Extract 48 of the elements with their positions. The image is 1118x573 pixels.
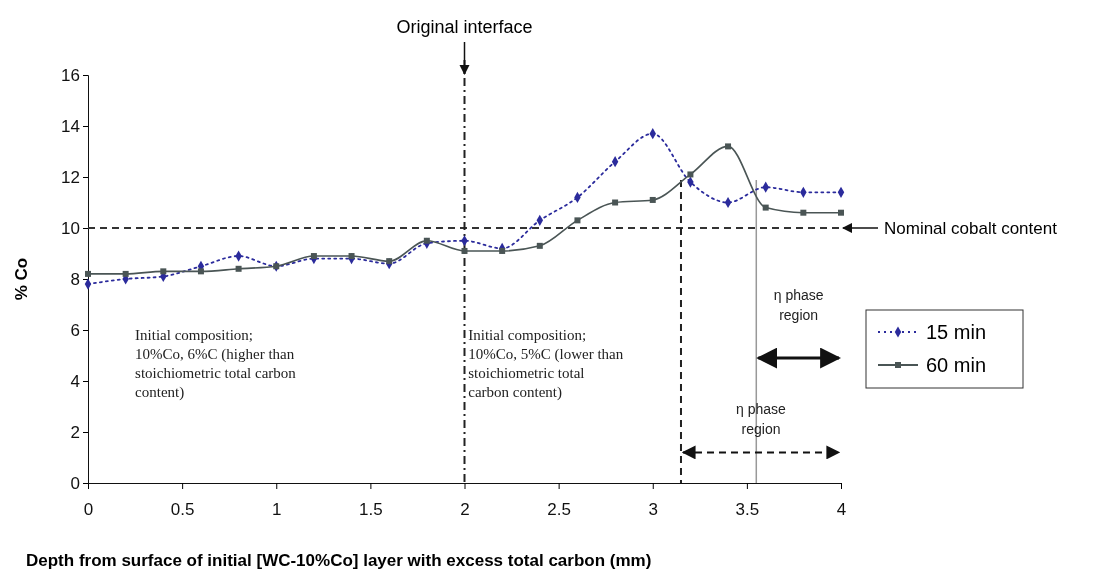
y-tick-label: 6 bbox=[70, 320, 80, 340]
point bbox=[499, 247, 506, 254]
point bbox=[85, 270, 91, 277]
point bbox=[310, 253, 317, 260]
point bbox=[461, 247, 468, 254]
point bbox=[800, 209, 807, 216]
point bbox=[235, 265, 242, 272]
point bbox=[725, 143, 732, 150]
point bbox=[536, 242, 543, 249]
point bbox=[348, 253, 355, 260]
x-tick-label: 0.5 bbox=[170, 500, 195, 520]
y-tick-label: 4 bbox=[70, 371, 80, 391]
x-tick-label: 4 bbox=[836, 500, 847, 520]
y-tick-label: 14 bbox=[61, 116, 80, 136]
x-tick-label: 0 bbox=[83, 500, 94, 520]
x-tick-label: 1 bbox=[272, 500, 282, 520]
point bbox=[122, 270, 129, 277]
x-tick-label: 2.5 bbox=[547, 500, 571, 520]
y-axis-title: % Co bbox=[12, 257, 31, 301]
point bbox=[423, 237, 430, 244]
y-tick-label: 2 bbox=[70, 422, 80, 442]
y-tick-label: 10 bbox=[61, 218, 80, 238]
point bbox=[762, 204, 769, 211]
x-tick-label: 3.5 bbox=[735, 500, 760, 520]
y-tick-label: 16 bbox=[61, 65, 80, 85]
point bbox=[687, 171, 694, 178]
legend-label: 60 min bbox=[926, 354, 987, 376]
ref-line-label: Nominal cobalt content bbox=[884, 219, 1058, 238]
point bbox=[386, 258, 393, 265]
x-tick-label: 2 bbox=[460, 500, 470, 520]
annotation: Initial composition; 10%Co, 5%C (lower than stoichiometric total carbon content) bbox=[468, 327, 624, 402]
x-tick-label: 1.5 bbox=[359, 500, 383, 520]
ref-line-label: Original interface bbox=[396, 17, 533, 37]
y-tick-label: 0 bbox=[70, 473, 80, 493]
x-axis-title: Depth from surface of initial [WC-10%Co] layer with excess total carbon (mm) bbox=[26, 551, 652, 570]
annotation: η phase region bbox=[736, 401, 787, 438]
y-tick-label: 8 bbox=[70, 269, 80, 289]
point bbox=[197, 268, 204, 275]
x-tick-label: 3 bbox=[648, 500, 658, 520]
annotation: Initial composition; 10%Co, 6%C (higher than stoichiometric total carbon content) bbox=[135, 327, 297, 402]
point bbox=[612, 199, 619, 206]
y-tick-label: 12 bbox=[61, 167, 80, 187]
point bbox=[649, 196, 656, 203]
point bbox=[574, 217, 581, 224]
point bbox=[838, 209, 844, 216]
point bbox=[160, 268, 167, 275]
annotation: η phase region bbox=[773, 287, 824, 324]
legend-label: 15 min bbox=[926, 321, 987, 343]
